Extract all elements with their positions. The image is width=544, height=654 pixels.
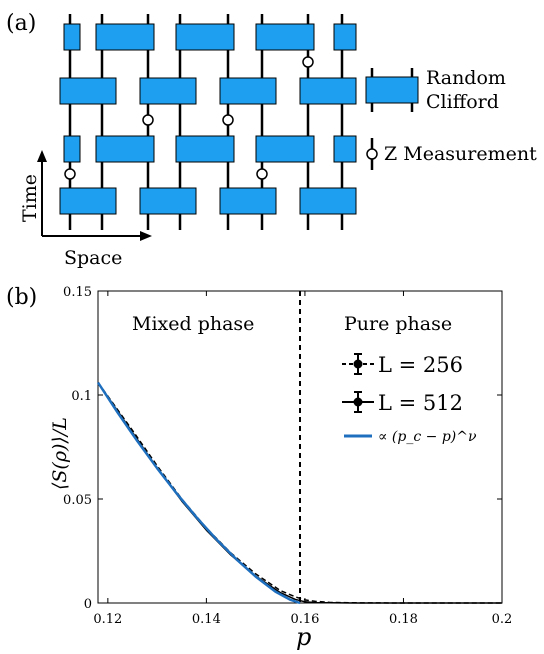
y-ticks: 0 0.05 0.1 0.15 <box>63 285 502 612</box>
x-tick-label: 0.16 <box>290 612 319 627</box>
x-axis-label: p <box>296 623 311 651</box>
y-tick-label: 0.05 <box>63 493 92 508</box>
x-tick-label: 0.12 <box>93 612 122 627</box>
space-axis-label: Space <box>64 247 122 269</box>
clifford-gate <box>255 135 315 163</box>
legend-clifford-gate <box>365 76 419 104</box>
clifford-gate <box>59 187 117 215</box>
measurement-icon <box>302 56 314 68</box>
measurement-icon <box>64 168 76 180</box>
series-line-fit <box>96 381 301 605</box>
legend-l256-marker-icon <box>353 359 363 369</box>
clifford-gate <box>175 135 235 163</box>
panel-b-label: (b) <box>6 285 37 310</box>
x-tick-label: 0.18 <box>389 612 418 627</box>
legend-clifford: Random Clifford <box>365 67 506 113</box>
legend-clifford-line1: Random <box>426 67 506 89</box>
clifford-gate <box>63 135 81 163</box>
spacetime-axes: Time Space <box>19 150 152 269</box>
clifford-gate <box>175 23 235 51</box>
legend-measurement-icon <box>366 148 378 160</box>
legend-fit-label: ∝ (p_c − p)^ν <box>378 429 477 445</box>
legend-l256-label: L = 256 <box>378 353 463 377</box>
legend-item-fit: ∝ (p_c − p)^ν <box>344 429 477 445</box>
clifford-gate <box>95 23 155 51</box>
legend-clifford-line2: Clifford <box>426 91 499 113</box>
chart-legend: L = 256 L = 512 ∝ (p_c − p)^ν <box>342 353 477 445</box>
x-ticks: 0.12 0.14 0.16 0.18 0.2 <box>93 291 512 627</box>
measurement-icon <box>222 114 234 126</box>
clifford-gate <box>219 187 277 215</box>
x-tick-label: 0.2 <box>492 612 513 627</box>
space-arrow-icon <box>140 231 152 241</box>
y-axis-label: ⟨S(ρ)⟩/L <box>49 417 71 490</box>
circuit-diagram <box>59 14 357 230</box>
clifford-gate <box>139 187 197 215</box>
clifford-gate <box>299 77 357 105</box>
y-tick-label: 0.15 <box>63 285 92 300</box>
time-axis-label: Time <box>19 174 41 222</box>
legend-measurement: Z Measurement <box>366 138 537 170</box>
x-tick-label: 0.14 <box>192 612 221 627</box>
panel-a-label: (a) <box>6 11 36 36</box>
legend-item-l256: L = 256 <box>342 353 463 377</box>
clifford-gate <box>255 23 315 51</box>
time-arrow-icon <box>37 150 47 162</box>
series-lines <box>96 381 502 605</box>
measurement-icon <box>142 114 154 126</box>
clifford-gate <box>219 77 277 105</box>
annotation-pure-phase: Pure phase <box>344 313 452 335</box>
legend-item-l512: L = 512 <box>342 391 463 415</box>
annotation-mixed-phase: Mixed phase <box>132 313 254 335</box>
clifford-gate <box>333 135 357 163</box>
clifford-gate <box>63 23 81 51</box>
legend-l512-marker-icon <box>353 397 363 407</box>
measurement-icon <box>256 168 268 180</box>
clifford-gate <box>95 135 155 163</box>
legend-measurement-label: Z Measurement <box>384 143 537 165</box>
y-tick-label: 0 <box>84 597 92 612</box>
clifford-gate <box>299 187 357 215</box>
legend-l512-label: L = 512 <box>378 391 463 415</box>
y-tick-label: 0.1 <box>71 389 92 404</box>
clifford-gate <box>59 77 117 105</box>
clifford-gate <box>139 77 197 105</box>
entropy-chart: 0 0.05 0.1 0.15 0.12 0.14 0.16 0.18 0.2 Mixed p… <box>49 285 512 651</box>
clifford-gate <box>333 23 357 51</box>
